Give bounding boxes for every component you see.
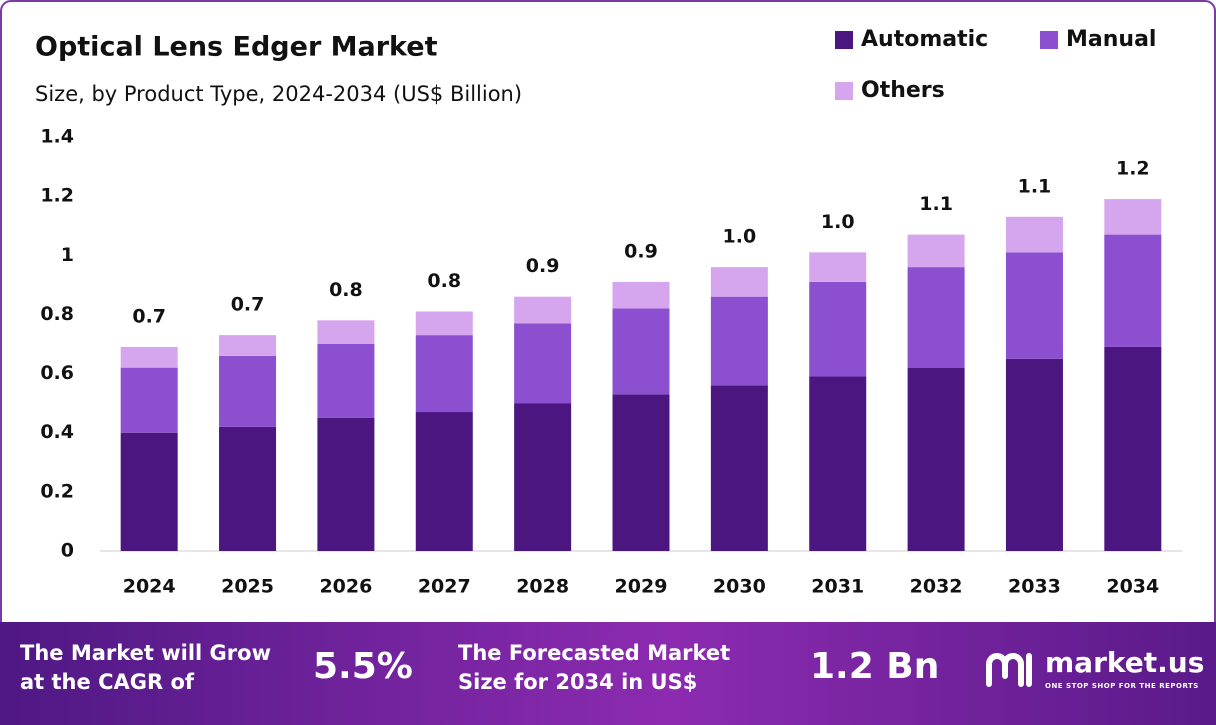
bar-segment [514, 403, 572, 551]
bar-segment [514, 323, 572, 404]
bar-segment [219, 355, 277, 427]
y-tick-label: 0.2 [40, 480, 74, 502]
y-tick-label: 0.8 [40, 303, 74, 325]
bar-segment [1104, 199, 1162, 235]
bar-segment [317, 417, 375, 551]
bar-segment [219, 335, 277, 356]
total-label: 1.1 [1018, 175, 1052, 197]
legend-label: Automatic [861, 27, 988, 52]
brand-tagline: ONE STOP SHOP FOR THE REPORTS [1045, 682, 1199, 690]
total-label: 0.7 [132, 305, 166, 327]
y-tick-label: 1.2 [40, 185, 74, 207]
bar-segment [612, 281, 670, 309]
total-label: 1.0 [821, 211, 855, 233]
y-tick-label: 0 [61, 540, 74, 562]
brand-name: market.us [1045, 646, 1205, 679]
bar-segment [317, 320, 375, 344]
total-label: 1.1 [919, 193, 953, 215]
bar-segment [612, 308, 670, 395]
y-tick-label: 1 [61, 244, 74, 266]
y-tick-label: 0.6 [40, 362, 74, 384]
x-tick-label: 2030 [713, 576, 766, 598]
bar-segment [415, 311, 473, 336]
y-tick-label: 1.4 [40, 126, 74, 148]
x-tick-label: 2034 [1106, 576, 1159, 598]
legend-label: Others [861, 78, 945, 103]
bar-segment [219, 426, 277, 551]
legend-swatch [1040, 31, 1058, 49]
forecast-text: The Forecasted Market Size for 2034 in U… [458, 641, 731, 694]
bar-segment [120, 367, 178, 433]
x-tick-label: 2032 [910, 576, 963, 598]
bar-segment [1005, 358, 1063, 551]
x-tick-label: 2028 [516, 576, 569, 598]
chart-subtitle: Size, by Product Type, 2024-2034 (US$ Bi… [35, 82, 522, 106]
total-label: 0.8 [427, 270, 461, 292]
legend-swatch [835, 82, 853, 100]
bar-segment [809, 281, 867, 377]
x-tick-label: 2033 [1008, 576, 1061, 598]
bar-segment [514, 296, 572, 324]
bar-segment [415, 335, 473, 413]
y-tick-label: 0.4 [40, 421, 74, 443]
bar-segment [907, 367, 965, 551]
bar-segment [907, 267, 965, 368]
legend-label: Manual [1066, 27, 1156, 52]
bar-segment [1104, 234, 1162, 347]
bar-segment [120, 346, 178, 368]
chart-title: Optical Lens Edger Market [35, 32, 438, 63]
x-tick-label: 2024 [123, 576, 176, 598]
total-label: 1.0 [723, 226, 757, 248]
forecast-value: 1.2 Bn [810, 646, 940, 687]
bar-segment [1005, 216, 1063, 253]
bar-segment [1104, 346, 1162, 551]
bar-segment [317, 344, 375, 418]
total-label: 1.2 [1116, 158, 1150, 180]
total-label: 0.8 [329, 279, 363, 301]
footer-banner: The Market will Grow at the CAGR of 5.5%… [0, 622, 1216, 725]
bar-segment [120, 432, 178, 551]
x-tick-label: 2025 [221, 576, 274, 598]
chart: Optical Lens Edger Market Size, by Produ… [0, 0, 1216, 642]
bar-segment [710, 385, 768, 551]
x-tick-label: 2031 [811, 576, 864, 598]
bar-segment [1005, 252, 1063, 359]
bar-segment [809, 252, 867, 282]
bar-segment [809, 376, 867, 551]
total-label: 0.7 [231, 294, 265, 316]
legend-swatch [835, 31, 853, 49]
bar-segment [710, 267, 768, 297]
brand-logo [986, 653, 1032, 687]
total-label: 0.9 [624, 240, 658, 262]
total-label: 0.9 [526, 255, 560, 277]
cagr-text: The Market will Grow at the CAGR of [20, 641, 271, 694]
bar-segment [415, 412, 473, 551]
cagr-value: 5.5% [313, 646, 413, 687]
x-tick-label: 2027 [418, 576, 471, 598]
x-tick-label: 2029 [615, 576, 668, 598]
x-tick-label: 2026 [319, 576, 372, 598]
bar-segment [710, 296, 768, 386]
bar-segment [612, 394, 670, 551]
bar-segment [907, 234, 965, 268]
